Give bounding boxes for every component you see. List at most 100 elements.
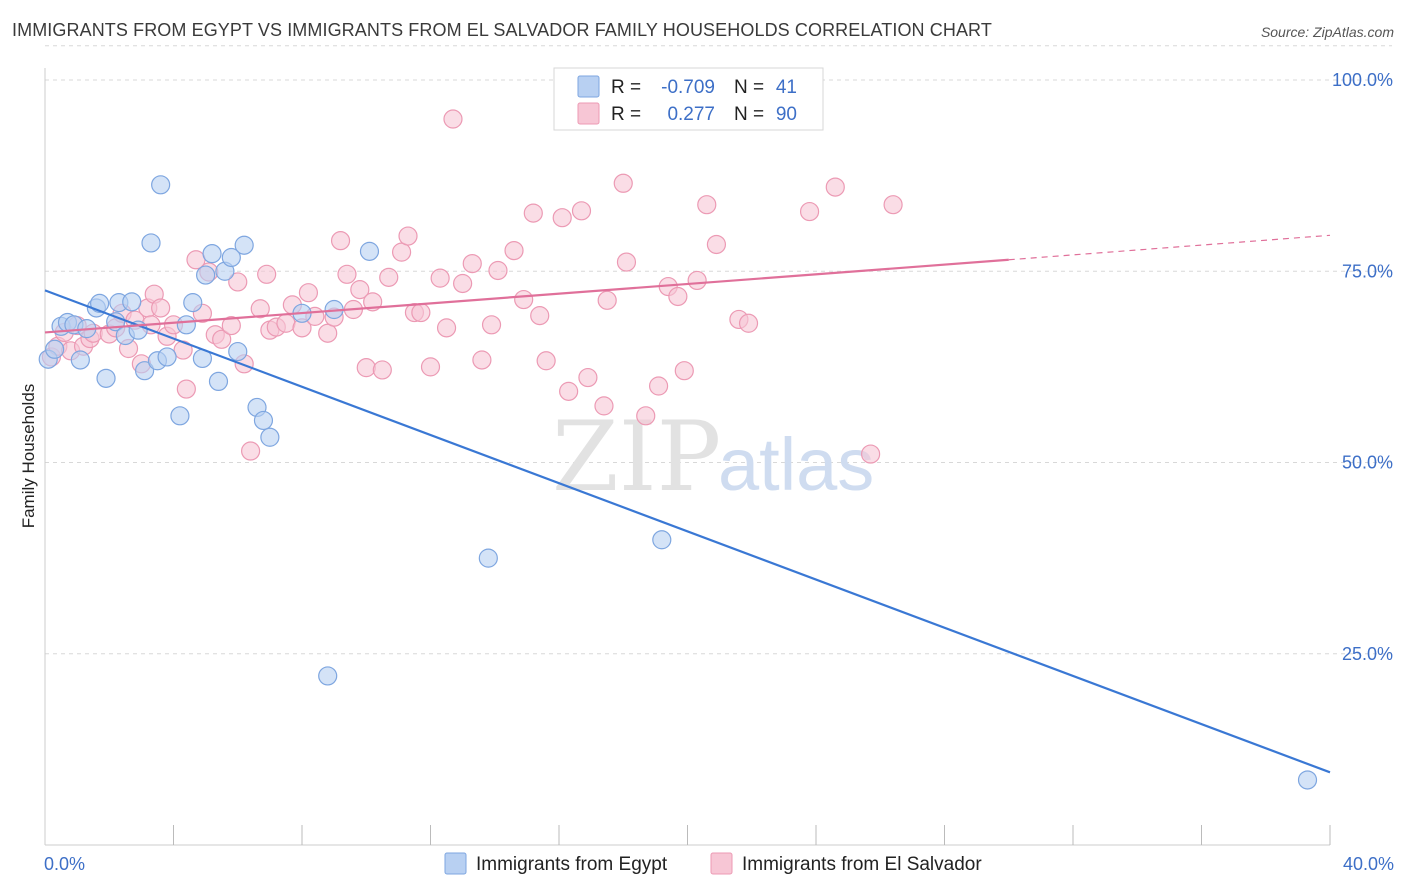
stats-n-label-elsalvador: N = <box>734 104 764 125</box>
series-legend: Immigrants from Egypt Immigrants from El… <box>444 852 982 875</box>
point-elsalvador-77 <box>668 286 688 307</box>
point-elsalvador-49 <box>391 242 412 262</box>
point-elsalvador-73 <box>613 173 633 193</box>
point-elsalvador-62 <box>504 240 524 261</box>
stats-r-value-elsalvador: 0.277 <box>667 104 715 125</box>
legend-label-elsalvador: Immigrants from El Salvador <box>742 854 982 875</box>
watermark-atlas: atlas <box>718 423 874 506</box>
point-elsalvador-37 <box>298 283 319 303</box>
y-tick-label-50: 50.0% <box>1342 453 1393 473</box>
stats-swatch-elsalvador <box>577 102 600 125</box>
y-tick-label-25: 25.0% <box>1342 644 1393 664</box>
point-elsalvador-26 <box>221 315 241 336</box>
point-elsalvador-25 <box>212 329 232 349</box>
point-elsalvador-57 <box>453 273 473 294</box>
legend-label-egypt: Immigrants from Egypt <box>476 854 668 875</box>
point-elsalvador-54 <box>430 268 450 288</box>
point-elsalvador-68 <box>559 381 579 401</box>
point-elsalvador-20 <box>176 379 196 399</box>
point-elsalvador-50 <box>398 226 418 246</box>
y-axis-label: Family Households <box>19 384 38 529</box>
y-tick-label-100: 100.0% <box>1332 70 1393 90</box>
point-elsalvador-39 <box>318 323 338 343</box>
point-elsalvador-71 <box>597 290 617 310</box>
point-egypt-18 <box>151 175 171 195</box>
point-egypt-13 <box>122 292 142 312</box>
point-elsalvador-45 <box>356 358 376 378</box>
point-elsalvador-80 <box>706 234 727 255</box>
point-egypt-26 <box>208 371 229 392</box>
point-egypt-30 <box>234 235 254 255</box>
point-egypt-15 <box>134 361 155 381</box>
point-elsalvador-55 <box>436 318 457 338</box>
chart-source: Source: ZipAtlas.com <box>1260 24 1394 40</box>
point-elsalvador-60 <box>481 315 502 335</box>
stats-r-label-egypt: R = <box>611 77 641 98</box>
trend-layer <box>44 234 1331 774</box>
point-elsalvador-64 <box>523 203 543 223</box>
point-egypt-20 <box>170 406 190 426</box>
point-elsalvador-88 <box>616 252 637 272</box>
point-elsalvador-82 <box>738 313 759 333</box>
point-elsalvador-27 <box>228 272 248 292</box>
point-elsalvador-83 <box>799 201 820 222</box>
point-elsalvador-31 <box>257 264 277 284</box>
stats-n-value-egypt: 41 <box>776 77 797 98</box>
point-elsalvador-59 <box>472 350 492 370</box>
point-egypt-22 <box>183 293 203 313</box>
point-egypt-19 <box>157 347 177 367</box>
point-egypt-9 <box>96 368 116 388</box>
point-elsalvador-52 <box>411 302 431 323</box>
stats-swatch-egypt <box>577 75 600 98</box>
x-tick-label-40: 40.0% <box>1343 854 1394 874</box>
point-egypt-8 <box>90 293 110 313</box>
x-tick-labels: 0.0% 40.0% <box>44 854 1394 874</box>
stats-n-label-egypt: N = <box>734 77 764 98</box>
point-egypt-32 <box>253 410 274 431</box>
point-egypt-38 <box>478 548 498 568</box>
y-tick-label-75: 75.0% <box>1342 261 1393 281</box>
point-elsalvador-47 <box>372 360 392 380</box>
axis-layer <box>44 68 1331 846</box>
point-elsalvador-42 <box>337 264 357 284</box>
point-elsalvador-65 <box>530 306 550 326</box>
point-elsalvador-16 <box>151 298 171 318</box>
point-egypt-5 <box>70 350 90 370</box>
point-egypt-28 <box>221 247 241 268</box>
point-egypt-25 <box>202 244 222 264</box>
point-egypt-21 <box>176 315 196 335</box>
chart-title: IMMIGRANTS FROM EGYPT VS IMMIGRANTS FROM… <box>12 20 992 40</box>
point-egypt-35 <box>318 666 338 686</box>
point-elsalvador-63 <box>514 289 534 310</box>
point-elsalvador-72 <box>594 396 614 416</box>
point-egypt-16 <box>141 233 161 253</box>
point-elsalvador-67 <box>552 208 572 228</box>
point-elsalvador-70 <box>578 367 598 388</box>
point-elsalvador-44 <box>350 280 370 300</box>
trendline-elsalvador <box>44 258 1009 334</box>
point-egypt-1 <box>45 339 65 359</box>
trendline-egypt <box>44 289 1331 774</box>
point-elsalvador-86 <box>883 195 903 215</box>
point-elsalvador-69 <box>571 201 592 221</box>
point-elsalvador-61 <box>488 260 508 281</box>
point-elsalvador-85 <box>861 444 881 464</box>
point-elsalvador-75 <box>648 376 669 396</box>
point-egypt-24 <box>196 265 216 285</box>
point-elsalvador-34 <box>276 313 296 333</box>
stats-legend: R = -0.709 N = 41 R = 0.277 N = 90 <box>553 67 824 131</box>
trendline-extension-elsalvador <box>1008 234 1331 261</box>
stats-r-label-elsalvador: R = <box>611 104 641 125</box>
point-elsalvador-30 <box>250 299 270 319</box>
point-elsalvador-78 <box>687 270 707 291</box>
point-elsalvador-29 <box>241 441 261 461</box>
point-elsalvador-48 <box>379 267 399 287</box>
point-elsalvador-53 <box>420 357 441 377</box>
point-egypt-29 <box>228 341 248 362</box>
legend-swatch-egypt <box>444 852 467 875</box>
point-elsalvador-84 <box>825 177 845 197</box>
stats-r-value-egypt: -0.709 <box>661 77 715 98</box>
watermark-zip: ZIP <box>552 401 721 513</box>
stats-n-value-elsalvador: 90 <box>776 104 797 125</box>
point-egypt-33 <box>260 427 280 447</box>
